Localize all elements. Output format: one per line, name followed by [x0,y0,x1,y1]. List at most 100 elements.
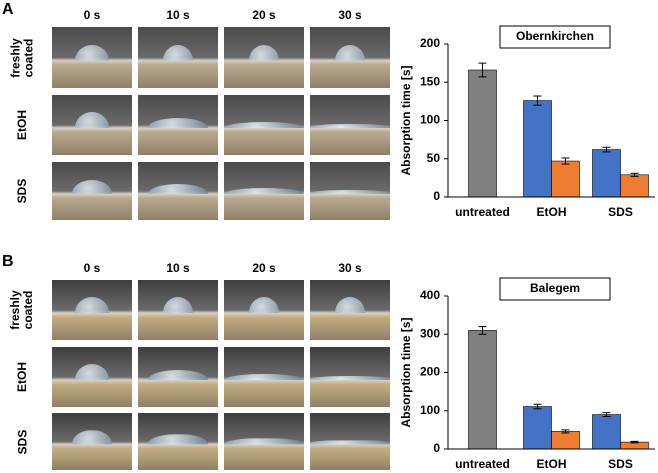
droplet [75,112,109,128]
photo [52,413,132,470]
y-tick-label: 300 [420,326,440,340]
time-label: 0 s [83,8,101,22]
error-bar [561,429,570,434]
x-tick-label: SDS [608,457,633,471]
y-tick-label: 100 [420,113,440,127]
bar [468,330,497,450]
droplet [249,297,279,313]
photo [138,280,218,340]
chart-title: Obernkirchen [516,29,594,43]
error-bar [533,95,542,106]
chart-title: Balegem [530,281,580,295]
panel-label: B [2,253,14,270]
title-box [499,277,611,301]
photo [138,413,218,470]
droplet [75,364,109,380]
error-bar [602,412,611,417]
error-bar [630,172,639,177]
x-tick-label: untreated [455,457,510,471]
droplet [72,179,112,194]
error-bar [602,146,611,153]
photo [52,347,132,407]
time-label: 0 s [83,261,101,275]
droplet [163,297,193,313]
y-tick-label: 200 [420,365,440,379]
y-tick-label: 0 [433,189,440,203]
droplet [148,434,208,445]
y-tick-label: 400 [420,288,440,302]
droplet [310,124,390,128]
bar [592,414,621,450]
bar [523,100,552,198]
y-tick-label: 0 [433,441,440,455]
photo [310,162,390,220]
bar [468,69,497,198]
time-label: 30 s [338,261,362,275]
bar [620,174,649,198]
title-box [499,25,611,49]
droplet [224,374,304,380]
y-tick-label: 50 [427,151,441,165]
photo [310,413,390,470]
droplet [335,297,365,313]
photo [52,95,132,155]
droplet [310,376,390,380]
droplet [148,118,208,128]
y-axis-label: Absorption time [s] [399,65,413,175]
time-label: 30 s [338,8,362,22]
x-tick-label: untreated [455,205,510,219]
time-label: 10 s [166,261,190,275]
droplet [249,44,279,61]
droplet [310,440,390,445]
time-label: 10 s [166,8,190,22]
droplet [75,297,109,313]
bar [592,149,621,198]
photo [224,162,304,220]
photo [138,162,218,220]
error-bar [630,440,639,444]
photo [224,27,304,88]
y-tick-label: 200 [420,36,440,50]
photo [52,27,132,88]
photo [310,347,390,407]
droplet [224,438,304,445]
bar [551,431,580,450]
panel-label: A [2,1,14,18]
error-bar [561,157,570,165]
y-axis-label: Absorption time [s] [399,317,413,427]
droplet [224,122,304,128]
photo [138,95,218,155]
x-tick-label: EtOH [537,205,567,219]
droplet [335,44,365,61]
photo [224,95,304,155]
photo [138,27,218,88]
droplet [310,189,390,194]
photo [138,347,218,407]
photo [52,280,132,340]
bar [551,160,580,198]
droplet [163,44,193,61]
time-label: 20 s [252,261,276,275]
photo [52,162,132,220]
droplet [224,187,304,194]
photo [224,280,304,340]
x-tick-label: EtOH [537,457,567,471]
photo [224,347,304,407]
error-bar [478,62,487,78]
x-tick-label: SDS [608,205,633,219]
droplet [148,370,208,380]
bar [523,406,552,450]
error-bar [533,403,542,410]
droplet [72,430,112,445]
photo [310,27,390,88]
photo [310,280,390,340]
photo [224,413,304,470]
y-tick-label: 100 [420,403,440,417]
error-bar [478,326,487,335]
droplet [75,44,109,61]
photo [310,95,390,155]
droplet [148,183,208,194]
time-label: 20 s [252,8,276,22]
